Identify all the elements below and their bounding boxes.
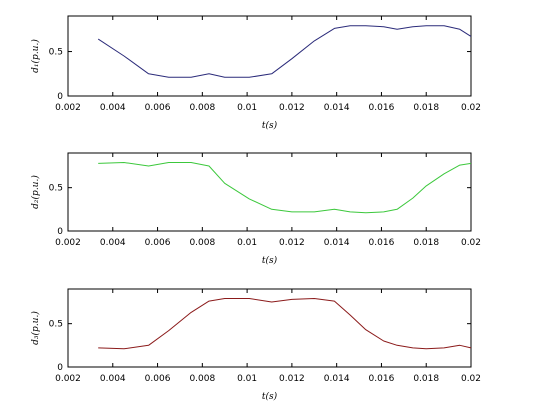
x-tick-label: 0.006 bbox=[145, 238, 171, 248]
axes-frame-3 bbox=[67, 288, 472, 368]
x-tick-label: 0.016 bbox=[369, 238, 395, 248]
x-tick-label: 0.014 bbox=[324, 238, 350, 248]
x-tick-label: 0.01 bbox=[237, 103, 257, 113]
axes-frame-2 bbox=[67, 152, 472, 232]
x-tick-label: 0.006 bbox=[145, 103, 171, 113]
y-axis-label: d₂(p.u.) bbox=[30, 175, 41, 209]
x-tick-label: 0.012 bbox=[279, 374, 305, 384]
x-tick-label: 0.004 bbox=[100, 238, 126, 248]
x-tick-label: 0.012 bbox=[279, 238, 305, 248]
subplots: 0.002 0.004 0.006 0.008 0.01 0.012 0.014 0.016 0… bbox=[30, 15, 481, 402]
x-tick-label: 0.008 bbox=[189, 103, 215, 113]
y-tick-label: 0 bbox=[57, 363, 63, 373]
x-tick-label: 0.018 bbox=[413, 374, 439, 384]
x-tick-label: 0.012 bbox=[279, 103, 305, 113]
y-tick-label: 0.5 bbox=[49, 320, 63, 330]
x-tick-label: 0.016 bbox=[369, 103, 395, 113]
axes-frame-1 bbox=[67, 15, 472, 97]
subplot-3: 0.002 0.004 0.006 0.008 0.01 0.012 0.014 0.016 0… bbox=[30, 288, 481, 402]
subplot-1: 0.002 0.004 0.006 0.008 0.01 0.012 0.014 0.016 0… bbox=[30, 15, 481, 131]
x-tick-label: 0.01 bbox=[237, 374, 257, 384]
x-tick-label: 0.006 bbox=[145, 374, 171, 384]
x-tick-label: 0.008 bbox=[189, 374, 215, 384]
x-tick-label: 0.016 bbox=[369, 374, 395, 384]
x-axis-label: t(s) bbox=[262, 255, 278, 266]
x-tick-label: 0.004 bbox=[100, 374, 126, 384]
x-tick-label: 0.004 bbox=[100, 103, 126, 113]
x-tick-label: 0.02 bbox=[461, 238, 481, 248]
y-tick-label: 0.5 bbox=[49, 184, 63, 194]
series-line-2-1 bbox=[98, 162, 472, 214]
y-tick-label: 0 bbox=[57, 227, 63, 237]
x-tick-label: 0.01 bbox=[237, 238, 257, 248]
x-tick-label: 0.002 bbox=[55, 374, 81, 384]
x-tick-label: 0.002 bbox=[55, 103, 81, 113]
x-tick-label: 0.014 bbox=[324, 103, 350, 113]
x-tick-label: 0.02 bbox=[461, 374, 481, 384]
y-tick-label: 0 bbox=[57, 92, 63, 102]
x-tick-label: 0.018 bbox=[413, 103, 439, 113]
x-tick-label: 0.02 bbox=[461, 103, 481, 113]
x-axis-label: t(s) bbox=[262, 391, 278, 402]
series-line-1-1 bbox=[97, 25, 472, 78]
series-line-3-1 bbox=[98, 298, 472, 350]
subplot-2: 0.002 0.004 0.006 0.008 0.01 0.012 0.014 0.016 0… bbox=[30, 152, 481, 266]
x-axis-label: t(s) bbox=[262, 120, 278, 131]
x-tick-label: 0.014 bbox=[324, 374, 350, 384]
y-axis-label: d₁(p.u.) bbox=[30, 39, 41, 73]
x-tick-label: 0.018 bbox=[413, 238, 439, 248]
x-tick-label: 0.002 bbox=[55, 238, 81, 248]
y-axis-label: d₃(p.u.) bbox=[30, 311, 41, 345]
y-tick-label: 0.5 bbox=[49, 48, 63, 58]
x-tick-label: 0.008 bbox=[189, 238, 215, 248]
